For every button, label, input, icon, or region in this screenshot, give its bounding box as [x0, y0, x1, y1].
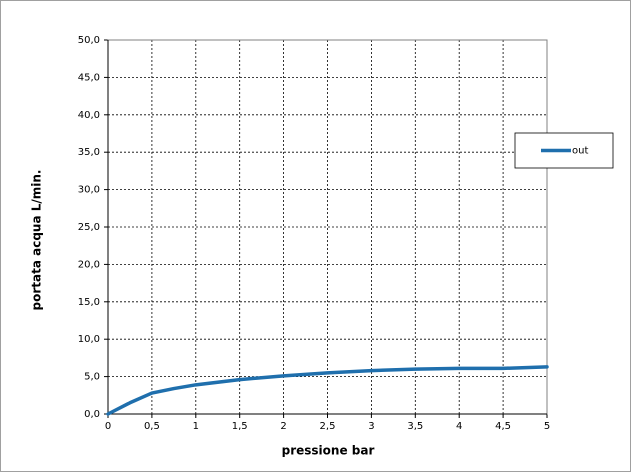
- x-tick-label: 2: [280, 421, 286, 432]
- x-tick-label: 1,5: [232, 421, 248, 432]
- x-tick-label: 0,5: [144, 421, 160, 432]
- y-tick-label: 45,0: [78, 72, 100, 83]
- x-axis-title: pressione bar: [282, 444, 375, 458]
- x-tick-label: 0: [105, 421, 111, 432]
- x-tick-label: 4,5: [495, 421, 511, 432]
- y-tick-label: 5,0: [84, 372, 100, 383]
- y-axis-title: portata acqua L/min.: [30, 170, 44, 311]
- y-tick-label: 50,0: [78, 35, 100, 46]
- y-tick-label: 0,0: [84, 409, 100, 420]
- y-tick-label: 35,0: [78, 147, 100, 158]
- x-tick-label: 3,5: [407, 421, 423, 432]
- y-tick-label: 20,0: [78, 259, 100, 270]
- legend-label: out: [572, 146, 588, 157]
- y-tick-label: 40,0: [78, 110, 100, 121]
- x-tick-label: 3: [368, 421, 374, 432]
- x-tick-label: 1: [193, 421, 199, 432]
- y-tick-label: 30,0: [78, 185, 100, 196]
- x-tick-label: 2,5: [320, 421, 336, 432]
- data-line: [106, 365, 549, 416]
- x-tick-label: 5: [544, 421, 550, 432]
- y-tick-label: 15,0: [78, 297, 100, 308]
- y-tick-label: 10,0: [78, 334, 100, 345]
- y-tick-label: 25,0: [78, 222, 100, 233]
- x-tick-label: 4: [456, 421, 462, 432]
